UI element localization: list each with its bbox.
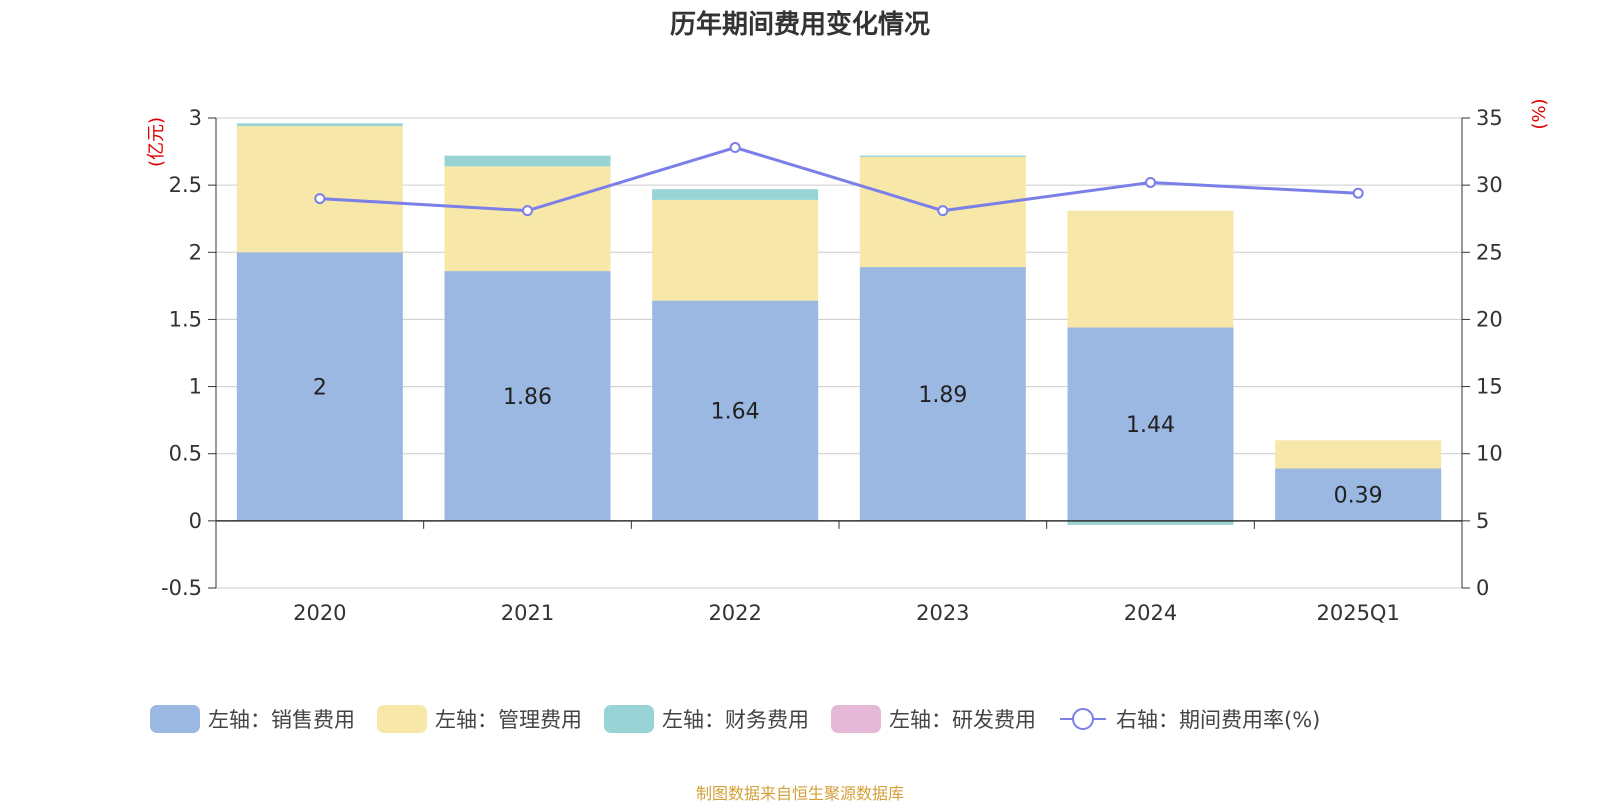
legend-item-finance[interactable]: 左轴：财务费用: [604, 704, 809, 734]
legend-item-sales[interactable]: 左轴：销售费用: [150, 704, 355, 734]
bar-segment-1: [1275, 440, 1442, 469]
data-label: 1.86: [503, 385, 552, 410]
rate-point: [522, 205, 533, 217]
bar-segment-0: [859, 267, 1026, 521]
category-label: 2025Q1: [1316, 601, 1399, 625]
left-tick-label: -0.5: [161, 576, 202, 600]
legend: 左轴：销售费用 左轴：管理费用 左轴：财务费用 左轴：研发费用 右轴：期间费用率…: [150, 704, 1342, 734]
legend-item-rate[interactable]: 右轴：期间费用率(%): [1058, 704, 1320, 734]
legend-label-admin: 左轴：管理费用: [435, 708, 582, 732]
source-note: 制图数据来自恒生聚源数据库: [695, 784, 904, 803]
category-label: 2020: [293, 601, 346, 625]
bar-segment-0: [652, 300, 819, 521]
bar-segment-0: [236, 252, 403, 521]
bar-segment-2: [236, 123, 403, 127]
rate-point: [314, 193, 326, 205]
bar-segment-2: [1067, 520, 1234, 525]
chart-title: 历年期间费用变化情况: [669, 10, 930, 40]
bar-segment-2: [859, 155, 1026, 157]
left-tick-label: 0.5: [169, 442, 202, 466]
left-tick-label: 0: [189, 509, 202, 533]
bar-segment-1: [1067, 210, 1234, 328]
legend-label-rnd: 左轴：研发费用: [889, 708, 1036, 732]
right-tick-label: 25: [1476, 240, 1503, 264]
bar-segment-2: [652, 189, 819, 200]
right-axis-unit: (%): [1529, 98, 1550, 129]
legend-swatch-rnd: [831, 705, 881, 733]
legend-line-marker-icon: [1058, 705, 1108, 733]
right-tick-label: 35: [1476, 106, 1503, 130]
legend-label-rate: 右轴：期间费用率(%): [1116, 708, 1321, 732]
left-tick-label: 1: [189, 375, 202, 399]
data-label: 1.89: [918, 383, 967, 408]
bar-segment-2: [444, 155, 611, 167]
left-tick-label: 2: [189, 240, 202, 264]
right-tick-label: 10: [1476, 442, 1503, 466]
left-tick-label: 1.5: [169, 307, 202, 331]
data-label: 0.39: [1334, 484, 1383, 509]
bar-segment-1: [236, 126, 403, 253]
legend-swatch-admin: [377, 705, 427, 733]
bar-segment-1: [444, 166, 611, 272]
right-tick-label: 30: [1476, 173, 1503, 197]
right-tick-label: 0: [1476, 576, 1489, 600]
rate-point: [1145, 176, 1156, 188]
rate-line: [319, 145, 1359, 213]
left-axis-unit: (亿元): [146, 117, 167, 167]
category-label: 2022: [708, 601, 761, 625]
data-label: 2: [313, 376, 327, 401]
left-tick-label: 3: [189, 106, 202, 130]
category-label: 2023: [916, 601, 969, 625]
bar-segment-1: [652, 199, 819, 301]
bar-segment-0: [1067, 327, 1234, 521]
rate-point: [1352, 187, 1364, 199]
right-tick-label: 20: [1476, 307, 1503, 331]
legend-item-rnd[interactable]: 左轴：研发费用: [831, 704, 1036, 734]
category-label: 2021: [501, 601, 554, 625]
rate-point: [729, 142, 741, 154]
left-tick-label: 2.5: [169, 173, 202, 197]
category-label: 2024: [1124, 601, 1177, 625]
legend-swatch-finance: [604, 705, 654, 733]
bar-segment-0: [1275, 468, 1442, 521]
data-label: 1.64: [711, 400, 760, 425]
data-label: 1.44: [1126, 413, 1175, 438]
rate-point: [937, 205, 949, 217]
legend-item-admin[interactable]: 左轴：管理费用: [377, 704, 582, 734]
legend-label-finance: 左轴：财务费用: [662, 708, 809, 732]
bar-segment-0: [444, 271, 611, 521]
legend-label-sales: 左轴：销售费用: [208, 708, 355, 732]
legend-swatch-sales: [150, 705, 200, 733]
right-tick-label: 5: [1476, 509, 1489, 533]
right-tick-label: 15: [1476, 375, 1503, 399]
